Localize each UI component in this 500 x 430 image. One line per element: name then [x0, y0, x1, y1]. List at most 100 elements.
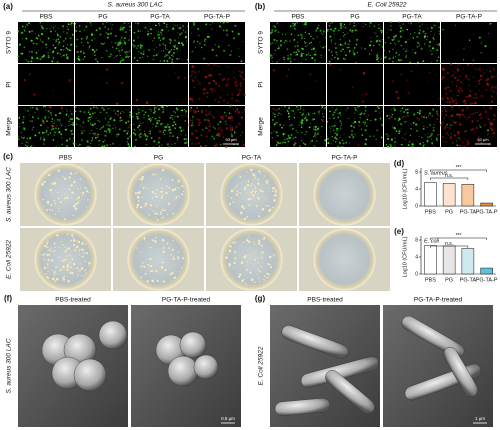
speckle: [73, 43, 75, 45]
speckle: [27, 60, 30, 63]
speckle: [370, 119, 372, 122]
speckle: [231, 30, 234, 33]
y-axis-label: Log10 (CFU/mL): [402, 236, 408, 277]
speckle: [296, 22, 298, 24]
speckle: [192, 115, 194, 118]
colony: [87, 261, 91, 265]
speckle: [217, 65, 220, 68]
speckle: [136, 117, 139, 120]
speckle: [217, 128, 220, 131]
speckle: [489, 70, 492, 73]
speckle: [399, 144, 401, 146]
speckle: [333, 33, 335, 35]
speckle: [140, 52, 142, 55]
colony: [68, 176, 71, 179]
speckle: [270, 126, 272, 128]
speckle: [192, 101, 194, 103]
speckle: [230, 50, 233, 52]
speckle: [174, 24, 176, 26]
speckle: [168, 55, 170, 57]
speckle: [284, 138, 286, 140]
speckle: [55, 127, 57, 129]
speckle: [437, 56, 440, 58]
colony: [154, 195, 158, 199]
speckle: [149, 132, 151, 135]
speckle: [171, 124, 174, 127]
speckle: [231, 93, 233, 96]
colony: [245, 171, 248, 173]
speckle: [73, 23, 75, 25]
bacterium: [179, 331, 207, 359]
speckle: [168, 30, 170, 32]
speckle: [459, 87, 462, 90]
speckle: [116, 55, 118, 57]
speckle: [138, 51, 140, 53]
speckle: [400, 26, 403, 30]
speckle: [178, 42, 180, 44]
speckle: [26, 145, 29, 148]
speckle: [135, 47, 138, 49]
speckle: [323, 55, 325, 57]
speckle: [149, 119, 152, 122]
speckle: [403, 48, 405, 50]
speckle: [44, 30, 46, 32]
colony: [50, 269, 53, 271]
speckle: [322, 132, 323, 134]
speckle: [179, 126, 182, 129]
sig-label: n.s.: [445, 241, 453, 247]
speckle: [105, 105, 107, 107]
colony: [240, 182, 243, 185]
speckle: [239, 84, 243, 88]
speckle: [162, 131, 165, 134]
colony: [70, 239, 73, 242]
speckle: [336, 53, 338, 56]
speckle: [46, 28, 48, 30]
speckle: [426, 28, 428, 30]
speckle: [60, 112, 62, 114]
speckle: [42, 55, 45, 58]
speckle: [213, 87, 216, 90]
colony: [72, 180, 76, 184]
speckle: [354, 106, 357, 109]
speckle: [23, 79, 26, 82]
speckle: [68, 138, 71, 140]
bar: [424, 245, 437, 275]
speckle: [41, 40, 44, 44]
speckle: [105, 81, 108, 84]
speckle: [177, 76, 180, 79]
speckle: [115, 133, 118, 136]
speckle: [96, 136, 99, 138]
speckle: [236, 87, 238, 89]
speckle: [314, 129, 317, 132]
colony: [56, 191, 59, 194]
speckle: [62, 25, 65, 28]
speckle: [423, 144, 425, 146]
speckle: [19, 27, 21, 29]
speckle: [138, 111, 140, 114]
colony: [63, 246, 66, 249]
speckle: [391, 38, 393, 40]
speckle: [402, 22, 405, 25]
speckle: [357, 144, 360, 147]
speckle: [155, 24, 157, 27]
speckle: [484, 124, 486, 127]
speckle: [468, 84, 471, 87]
speckle: [172, 64, 175, 66]
speckle: [369, 25, 371, 27]
colony: [85, 252, 89, 255]
x-tick-label: PBS: [425, 277, 436, 283]
speckle: [436, 49, 439, 52]
speckle: [424, 43, 426, 45]
speckle: [24, 108, 26, 110]
speckle: [407, 50, 409, 52]
speckle: [457, 90, 460, 93]
speckle: [485, 89, 487, 91]
speckle: [139, 46, 142, 49]
speckle: [103, 42, 105, 44]
speckle: [298, 34, 300, 36]
speckle: [105, 130, 108, 133]
speckle: [189, 138, 192, 140]
speckle: [404, 121, 407, 123]
speckle: [400, 110, 402, 112]
speckle: [157, 53, 159, 55]
